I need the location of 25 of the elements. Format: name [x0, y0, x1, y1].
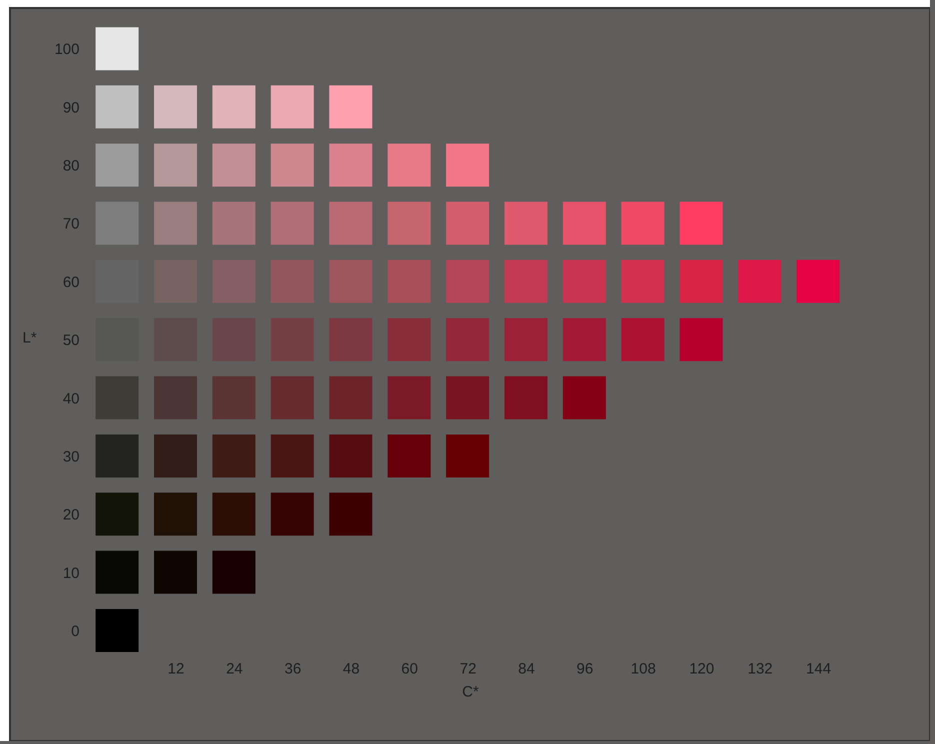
y-tick-label: 80 [62, 158, 80, 175]
x-tick-label: 132 [748, 660, 773, 678]
x-tick-label: 72 [460, 660, 476, 678]
x-tick-label: 120 [689, 660, 714, 678]
x-tick-label: 84 [518, 660, 535, 678]
x-axis-title: C* [462, 684, 479, 700]
x-tick-label: 96 [576, 660, 594, 678]
x-tick-label: 12 [168, 660, 184, 678]
y-tick-label: 0 [71, 622, 80, 640]
y-tick-label: 10 [62, 564, 80, 582]
y-tick-label: 40 [62, 390, 80, 408]
y-tick-label: 50 [62, 332, 80, 350]
x-tick-label: 60 [401, 660, 418, 678]
x-tick-label: 108 [630, 660, 656, 678]
x-tick-label: 144 [806, 660, 832, 678]
x-tick-label: 24 [226, 660, 243, 678]
y-tick-label: 70 [62, 216, 80, 233]
y-axis-title: L* [22, 330, 37, 346]
x-tick-label: 48 [342, 660, 360, 678]
y-tick-label: 60 [62, 274, 80, 291]
y-tick-label: 30 [62, 448, 80, 466]
y-tick-label: 90 [62, 99, 80, 116]
x-tick-label: 36 [284, 660, 302, 678]
y-tick-label: 20 [62, 506, 80, 524]
y-tick-label: 100 [54, 41, 80, 58]
